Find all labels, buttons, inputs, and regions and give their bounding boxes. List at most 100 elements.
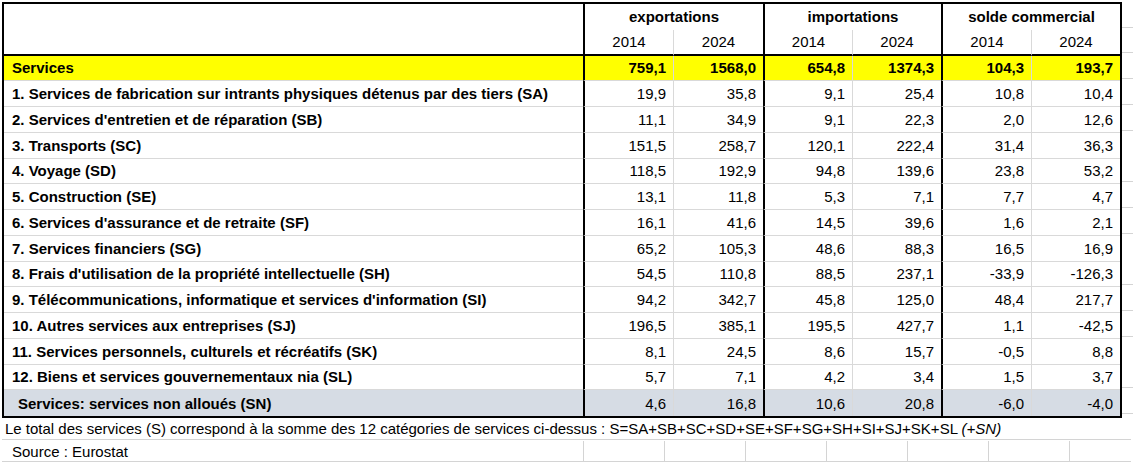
footnote-text: Le total des services (S) correspond à l… bbox=[5, 420, 962, 437]
table-row-value: 125,0 bbox=[852, 287, 941, 313]
table-row-value: 195,5 bbox=[763, 313, 852, 339]
table-row-label: 3. Transports (SC) bbox=[4, 133, 583, 159]
table-row-value: 14,5 bbox=[763, 210, 852, 236]
table-row-value: 427,7 bbox=[852, 313, 941, 339]
col-group-header-1: importations bbox=[763, 4, 941, 30]
table-row-value: 196,5 bbox=[583, 313, 673, 339]
table-row-value: 4,7 bbox=[1031, 184, 1120, 210]
table-row-label: 4. Voyage (SD) bbox=[4, 159, 583, 185]
table-row-value: 237,1 bbox=[852, 262, 941, 288]
table-row-label: 8. Frais d'utilisation de la propriété i… bbox=[4, 262, 583, 288]
year-header: 2014 bbox=[583, 30, 673, 56]
table-row-value: 105,3 bbox=[673, 236, 763, 262]
total-row-value: 1374,3 bbox=[852, 56, 941, 82]
corner-cell bbox=[4, 4, 583, 56]
table-row-value: 88,3 bbox=[852, 236, 941, 262]
table-row-value: 1,6 bbox=[941, 210, 1031, 236]
table-row-value: 9,1 bbox=[763, 107, 852, 133]
table-row-value: 41,6 bbox=[673, 210, 763, 236]
table-row-value: 9,1 bbox=[763, 81, 852, 107]
table-row-value: 22,3 bbox=[852, 107, 941, 133]
total-row-value: 759,1 bbox=[583, 56, 673, 82]
table-row-value: 34,9 bbox=[673, 107, 763, 133]
table-row-value: 2,1 bbox=[1031, 210, 1120, 236]
table-row-value: 53,2 bbox=[1031, 159, 1120, 185]
table-row-value: 8,1 bbox=[583, 339, 673, 365]
total-row-value: 104,3 bbox=[941, 56, 1031, 82]
table-row-value: 5,7 bbox=[583, 365, 673, 391]
table-row-value: 139,6 bbox=[852, 159, 941, 185]
table-row-value: 16,5 bbox=[941, 236, 1031, 262]
table-row-value: 88,5 bbox=[763, 262, 852, 288]
table-row-value: 217,7 bbox=[1031, 287, 1120, 313]
table-row-value: 118,5 bbox=[583, 159, 673, 185]
year-header: 2014 bbox=[763, 30, 852, 56]
table-row-value: 23,8 bbox=[941, 159, 1031, 185]
table-row-value: 258,7 bbox=[673, 133, 763, 159]
table-row-label: 10. Autres services aux entreprises (SJ) bbox=[4, 313, 583, 339]
year-header: 2024 bbox=[852, 30, 941, 56]
table-row-value: 11,8 bbox=[673, 184, 763, 210]
total-row-value: 654,8 bbox=[763, 56, 852, 82]
footnote-italic-text: (+SN) bbox=[962, 420, 1002, 437]
table-row-value: -126,3 bbox=[1031, 262, 1120, 288]
table-footnote: Le total des services (S) correspond à l… bbox=[2, 418, 1131, 440]
unallocated-row-value: 10,6 bbox=[763, 390, 852, 416]
unallocated-row-value: -6,0 bbox=[941, 390, 1031, 416]
table-row-value: 16,9 bbox=[1031, 236, 1120, 262]
col-group-header-0: exportations bbox=[583, 4, 763, 30]
unallocated-row-value: 20,8 bbox=[852, 390, 941, 416]
table-row-value: 16,1 bbox=[583, 210, 673, 236]
table-row-value: 8,8 bbox=[1031, 339, 1120, 365]
table-row-value: 342,7 bbox=[673, 287, 763, 313]
unallocated-row-value: 16,8 bbox=[673, 390, 763, 416]
total-row-value: 193,7 bbox=[1031, 56, 1120, 82]
table-row-label: 11. Services personnels, culturels et ré… bbox=[4, 339, 583, 365]
table-row-value: 54,5 bbox=[583, 262, 673, 288]
table-row-value: 36,3 bbox=[1031, 133, 1120, 159]
table-row-value: 3,7 bbox=[1031, 365, 1120, 391]
table-row-label: 1. Services de fabrication sur intrants … bbox=[4, 81, 583, 107]
table-row-value: 7,1 bbox=[852, 184, 941, 210]
table-row-value: 15,7 bbox=[852, 339, 941, 365]
table-row-value: 120,1 bbox=[763, 133, 852, 159]
table-row-value: 151,5 bbox=[583, 133, 673, 159]
source-text: Source : Eurostat bbox=[12, 443, 128, 460]
table-row-value: 94,8 bbox=[763, 159, 852, 185]
table-row-label: 5. Construction (SE) bbox=[4, 184, 583, 210]
year-header: 2014 bbox=[941, 30, 1031, 56]
table-row-value: 7,7 bbox=[941, 184, 1031, 210]
table-row-value: 11,1 bbox=[583, 107, 673, 133]
source-note: Source : Eurostat bbox=[2, 441, 1131, 462]
table-row-value: 19,9 bbox=[583, 81, 673, 107]
table-row-value: 192,9 bbox=[673, 159, 763, 185]
table-row-value: 12,6 bbox=[1031, 107, 1120, 133]
table-row-value: 94,2 bbox=[583, 287, 673, 313]
table-row-value: 39,6 bbox=[852, 210, 941, 236]
table-row-value: 222,4 bbox=[852, 133, 941, 159]
table-row-label: 7. Services financiers (SG) bbox=[4, 236, 583, 262]
table-row-value: 35,8 bbox=[673, 81, 763, 107]
table-row-value: 31,4 bbox=[941, 133, 1031, 159]
year-header: 2024 bbox=[1031, 30, 1120, 56]
table-row-label: 12. Biens et services gouvernementaux ni… bbox=[4, 365, 583, 391]
table-row-label: 6. Services d'assurance et de retraite (… bbox=[4, 210, 583, 236]
table-row-value: 10,8 bbox=[941, 81, 1031, 107]
table-row-value: 24,5 bbox=[673, 339, 763, 365]
table-row-value: 5,3 bbox=[763, 184, 852, 210]
table-row-value: -42,5 bbox=[1031, 313, 1120, 339]
unallocated-row-label: Services: services non alloués (SN) bbox=[4, 390, 583, 416]
unallocated-row-value: 4,6 bbox=[583, 390, 673, 416]
spreadsheet-view: exportationsimportationssolde commercial… bbox=[0, 0, 1133, 463]
table-row-value: 4,2 bbox=[763, 365, 852, 391]
table-row-value: 8,6 bbox=[763, 339, 852, 365]
sheet-gridlines-right bbox=[1122, 2, 1133, 418]
table-row-value: 385,1 bbox=[673, 313, 763, 339]
table-row-value: 1,5 bbox=[941, 365, 1031, 391]
table-row-value: 7,1 bbox=[673, 365, 763, 391]
table-row-value: 2,0 bbox=[941, 107, 1031, 133]
col-group-header-2: solde commercial bbox=[941, 4, 1120, 30]
table-row-value: 10,4 bbox=[1031, 81, 1120, 107]
table-row-value: 25,4 bbox=[852, 81, 941, 107]
table-row-value: -0,5 bbox=[941, 339, 1031, 365]
